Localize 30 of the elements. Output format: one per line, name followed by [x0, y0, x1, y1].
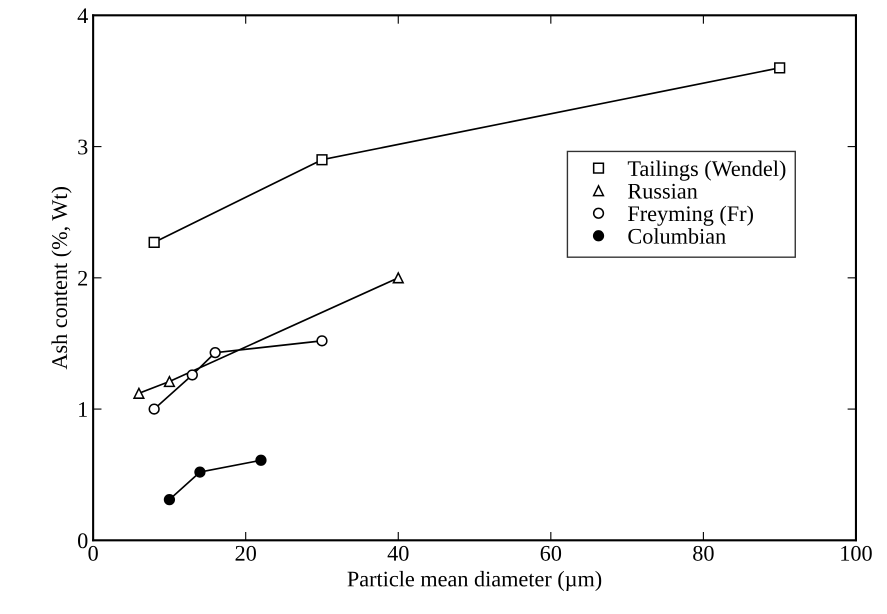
legend-label: Russian	[628, 184, 698, 199]
point	[194, 466, 206, 478]
legend-label: Tailings (Wendel)	[628, 160, 786, 181]
x-tick-label: 60	[540, 546, 562, 561]
point	[255, 454, 267, 466]
x-axis-title: Particle mean diameter (µm)	[348, 570, 602, 592]
legend-label: Columbian	[628, 228, 726, 244]
x-tick-label: 100	[841, 546, 872, 561]
point	[392, 272, 404, 284]
point	[148, 236, 160, 248]
legend-label: Freyming (Fr)	[628, 206, 753, 226]
point	[316, 335, 328, 346]
y-tick-label: 1	[79, 402, 87, 417]
y-tick-label: 2	[78, 270, 88, 286]
y-tick-label: 3	[78, 140, 88, 155]
y-axis-title: Ash content (%, Wt)	[51, 187, 72, 370]
point	[133, 388, 145, 399]
y-tick-label: 0	[78, 533, 88, 548]
point	[148, 403, 160, 415]
point	[774, 62, 786, 74]
x-tick-label: 80	[693, 546, 714, 561]
y-tick-label: 4	[78, 8, 88, 24]
point	[164, 494, 176, 506]
point	[164, 376, 176, 388]
point	[210, 347, 221, 358]
point	[316, 154, 328, 166]
x-tick-label: 40	[388, 546, 409, 561]
x-tick-label: 20	[236, 546, 256, 561]
point	[186, 369, 198, 381]
x-tick-label: 0	[88, 546, 98, 561]
